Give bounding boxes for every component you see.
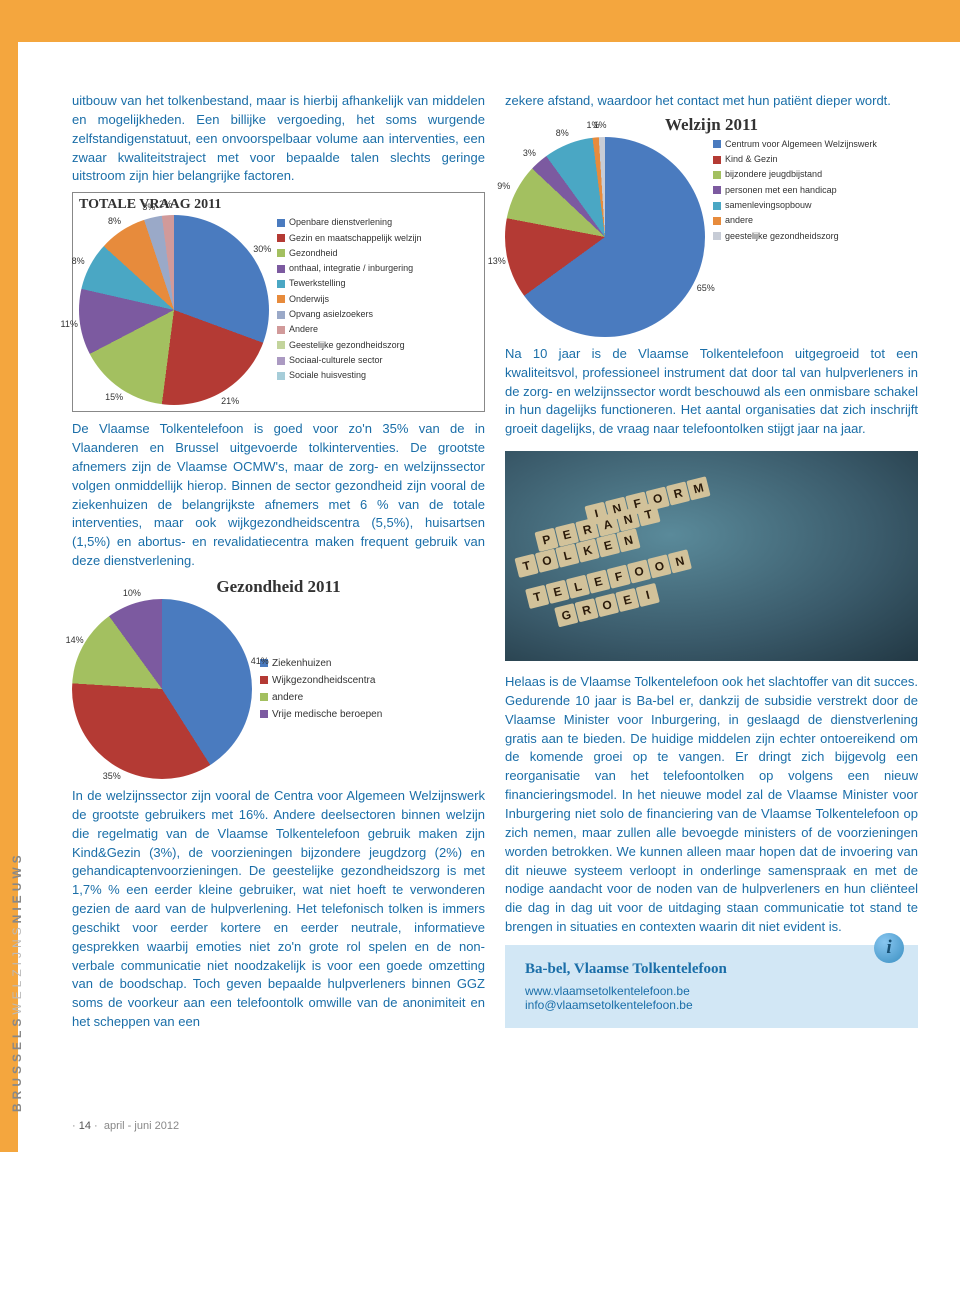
chart3-pie: 65%13%9%3%8%1%1%	[505, 137, 705, 337]
legend-item: Openbare dienstverlening	[277, 215, 422, 230]
footer: · 14 · april - juni 2012	[0, 1060, 960, 1152]
legend-item: Onderwijs	[277, 292, 422, 307]
info-icon: i	[874, 933, 904, 963]
left-para-3: In de welzijnssector zijn vooral de Cent…	[72, 787, 485, 1032]
chart-welzijn: Welzijn 2011 65%13%9%3%8%1%1% Centrum vo…	[505, 115, 918, 337]
scrabble-image: INFORMPERANTTOLKENTELEFOONGROEI	[505, 451, 918, 661]
legend-item: andere	[713, 213, 877, 228]
legend-item: Sociaal-culturele sector	[277, 353, 422, 368]
chart1-legend: Openbare dienstverleningGezin en maatsch…	[277, 215, 422, 383]
info-email: info@vlaamsetolkentelefoon.be	[525, 998, 898, 1012]
chart2-legend: ZiekenhuizenWijkgezondheidscentraandereV…	[260, 655, 382, 723]
legend-item: Tewerkstelling	[277, 276, 422, 291]
legend-item: Sociale huisvesting	[277, 368, 422, 383]
vertical-label: BRUSSELSWELZIJNSNIEUWS	[10, 851, 24, 1112]
chart1-title: TOTALE VRAAG 2011	[79, 197, 478, 213]
legend-item: Wijkgezondheidscentra	[260, 672, 382, 689]
legend-item: Centrum voor Algemeen Welzijnswerk	[713, 137, 877, 152]
chart1-pie: 30%21%15%11%8%8%3%2%	[79, 215, 269, 405]
info-title: Ba-bel, Vlaamse Tolkentelefoon	[525, 961, 898, 978]
left-column: uitbouw van het tolkenbestand, maar is h…	[72, 92, 485, 1036]
legend-item: Kind & Gezin	[713, 152, 877, 167]
left-para-1: uitbouw van het tolkenbestand, maar is h…	[72, 92, 485, 186]
legend-item: Andere	[277, 322, 422, 337]
chart-gezondheid: Gezondheid 2011 41%35%14%10% Ziekenhuize…	[72, 577, 485, 779]
right-para-1: zekere afstand, waardoor het contact met…	[505, 92, 918, 111]
page-body: uitbouw van het tolkenbestand, maar is h…	[0, 42, 960, 1060]
chart3-legend: Centrum voor Algemeen WelzijnswerkKind &…	[713, 137, 877, 244]
right-para-3: Helaas is de Vlaamse Tolkentelefoon ook …	[505, 673, 918, 937]
left-para-2: De Vlaamse Tolkentelefoon is goed voor z…	[72, 420, 485, 571]
legend-item: Gezin en maatschappelijk welzijn	[277, 231, 422, 246]
legend-item: bijzondere jeugdbijstand	[713, 167, 877, 182]
right-para-2: Na 10 jaar is de Vlaamse Tolkentelefoon …	[505, 345, 918, 439]
legend-item: onthaal, integratie / inburgering	[277, 261, 422, 276]
chart-totale-vraag: TOTALE VRAAG 2011 30%21%15%11%8%8%3%2% O…	[72, 192, 485, 412]
legend-item: Geestelijke gezondheidszorg	[277, 338, 422, 353]
legend-item: Ziekenhuizen	[260, 655, 382, 672]
right-column: zekere afstand, waardoor het contact met…	[505, 92, 918, 1036]
legend-item: Vrije medische beroepen	[260, 706, 382, 723]
legend-item: Gezondheid	[277, 246, 422, 261]
info-box: i Ba-bel, Vlaamse Tolkentelefoon www.vla…	[505, 945, 918, 1028]
top-bar	[0, 0, 960, 42]
legend-item: geestelijke gezondheidszorg	[713, 229, 877, 244]
legend-item: samenlevingsopbouw	[713, 198, 877, 213]
legend-item: Opvang asielzoekers	[277, 307, 422, 322]
info-url: www.vlaamsetolkentelefoon.be	[525, 984, 898, 998]
legend-item: personen met een handicap	[713, 183, 877, 198]
legend-item: andere	[260, 689, 382, 706]
chart2-pie: 41%35%14%10%	[72, 599, 252, 779]
